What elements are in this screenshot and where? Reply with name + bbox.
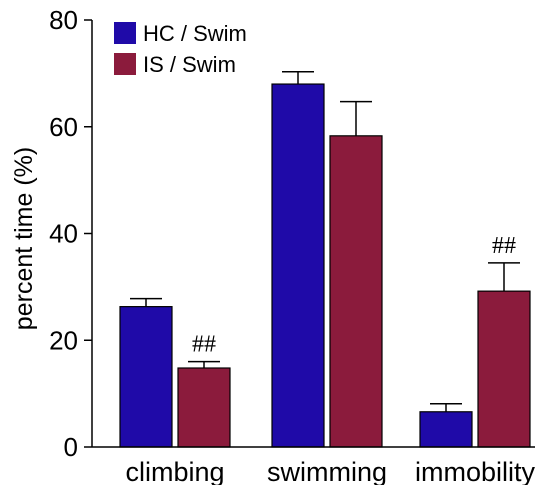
bar-immobility-series-1 — [477, 290, 531, 448]
bar-climbing-series-1 — [177, 367, 231, 448]
error-bars-layer — [130, 71, 520, 412]
y-tick-label: 20 — [49, 325, 78, 355]
x-tick-label: swimming — [267, 457, 387, 485]
legend: HC / Swim IS / Swim — [114, 21, 247, 77]
bars-layer — [119, 83, 531, 448]
bar-climbing-series-0 — [119, 306, 173, 448]
legend-label: HC / Swim — [143, 21, 247, 46]
bar-swimming-series-0 — [271, 83, 325, 448]
tick-labels-layer: 0 20 40 60 80 climbing swimming immobility — [49, 5, 535, 485]
bar-swimming-series-1 — [329, 135, 383, 448]
axes-layer — [84, 19, 535, 448]
y-tick-label: 80 — [49, 5, 78, 35]
y-tick-label: 60 — [49, 112, 78, 142]
y-tick-label: 0 — [64, 432, 78, 462]
legend-swatch — [114, 22, 136, 44]
legend-swatch — [114, 53, 136, 75]
x-tick-label: immobility — [415, 457, 536, 485]
y-tick-label: 40 — [49, 219, 78, 249]
x-tick-label: climbing — [125, 457, 224, 485]
significance-annotation: ## — [192, 332, 216, 358]
significance-annotation: ## — [492, 233, 516, 259]
annotations-layer: ## ## — [192, 233, 516, 358]
y-axis-label: percent time (%) — [10, 147, 38, 330]
bar-immobility-series-0 — [419, 411, 473, 448]
legend-label: IS / Swim — [143, 52, 236, 77]
